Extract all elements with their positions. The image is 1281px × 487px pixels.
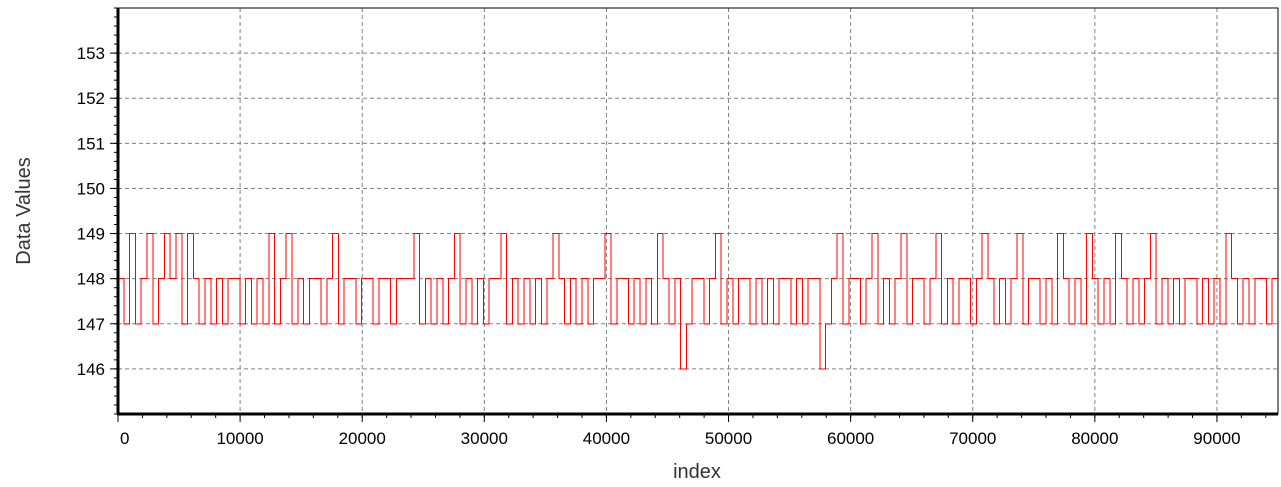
x-tick-label: 30000 [461,429,508,448]
y-axis-title: Data Values [13,157,35,264]
x-tick-label: 80000 [1071,429,1118,448]
plot-frame [117,7,1279,415]
y-tick-label: 149 [77,225,105,244]
tick-layer [110,7,1267,422]
y-tick-label: 146 [77,360,105,379]
x-axis-title: index [673,461,721,483]
label-layer: 146 147 148 149 150 151 152 153 0 10000 20000 30000… [77,44,1241,448]
y-tick-label: 150 [77,179,105,198]
y-tick-label: 153 [77,44,105,63]
x-tick-label: 10000 [216,429,263,448]
x-tick-label: 20000 [339,429,386,448]
x-tick-label: 70000 [949,429,996,448]
x-tick-label: 50000 [705,429,752,448]
y-tick-label: 151 [77,134,105,153]
series-line [118,233,1278,370]
y-tick-label: 148 [77,270,105,289]
y-tick-label: 147 [77,315,105,334]
grid-layer [118,8,1278,414]
series-layer [118,233,1278,370]
x-tick-label: 0 [120,429,129,448]
x-tick-label: 40000 [583,429,630,448]
x-tick-label: 60000 [827,429,874,448]
y-tick-label: 152 [77,89,105,108]
x-tick-label: 90000 [1193,429,1240,448]
